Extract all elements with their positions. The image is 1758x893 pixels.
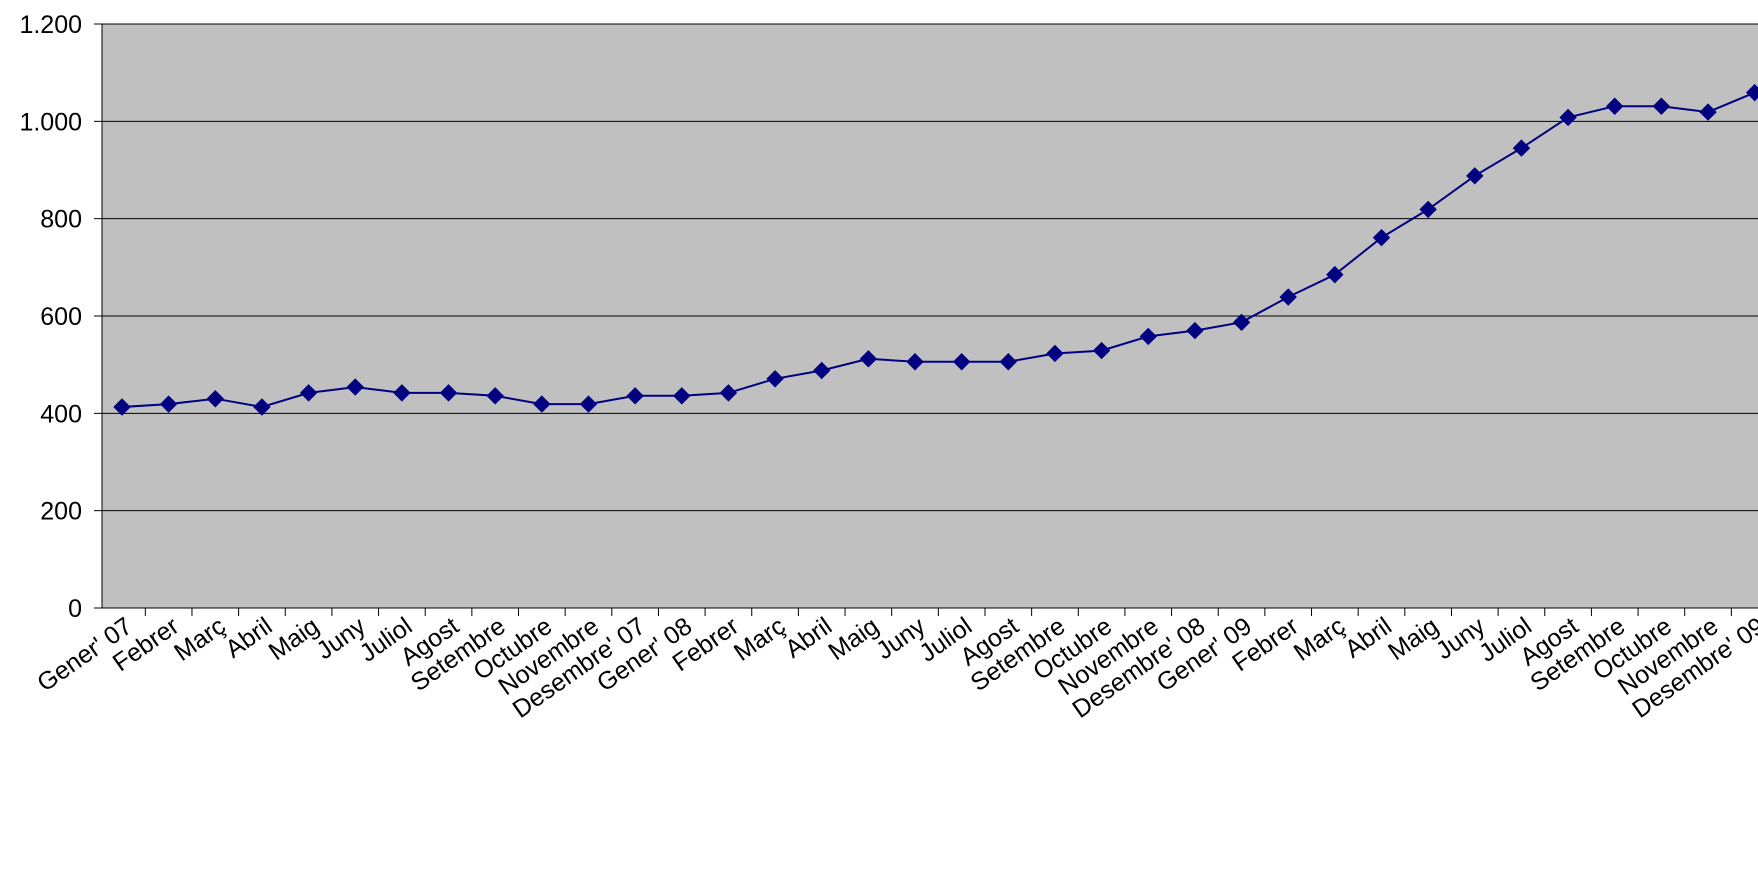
- y-tick-label: 0: [68, 595, 82, 623]
- data-point-marker: [859, 350, 878, 368]
- y-tick-label: 1.200: [19, 11, 82, 39]
- data-point-marker: [113, 398, 131, 416]
- x-axis-tick-labels: Gener' 07FebrerMarçAbrilMaigJunyJuliolAg…: [32, 612, 1758, 724]
- data-point-marker: [1232, 313, 1251, 332]
- data-point-marker: [393, 384, 411, 402]
- data-point-marker: [766, 370, 784, 388]
- data-point-marker: [1419, 200, 1437, 219]
- x-tick-label: Abril: [780, 612, 837, 664]
- data-point-marker: [486, 387, 504, 405]
- data-point-marker: [346, 378, 364, 396]
- data-point-marker: [906, 353, 924, 371]
- data-point-marker: [1186, 321, 1204, 340]
- y-tick-label: 200: [40, 498, 82, 526]
- data-point-marker: [1745, 83, 1758, 102]
- data-point-marker: [439, 384, 458, 402]
- x-tick-label: Abril: [1340, 612, 1397, 664]
- data-point-marker: [1652, 97, 1671, 115]
- data-point-marker: [1372, 228, 1391, 247]
- y-tick-label: 400: [40, 400, 82, 428]
- data-point-marker: [1606, 97, 1624, 115]
- data-point-marker: [533, 395, 551, 413]
- data-point-marker: [1466, 167, 1484, 185]
- series-line: [121, 91, 1756, 409]
- axes: [94, 23, 1758, 616]
- data-point-marker: [719, 384, 738, 402]
- data-point-marker: [579, 395, 598, 413]
- data-point-marker: [813, 361, 831, 380]
- y-tick-label: 800: [40, 206, 82, 234]
- data-point-marker: [673, 387, 691, 405]
- data-point-marker: [1092, 341, 1111, 360]
- x-tick-label: Abril: [220, 612, 277, 664]
- data-point-marker: [626, 387, 644, 405]
- y-tick-label: 1.000: [19, 108, 82, 136]
- data-point-marker: [999, 353, 1018, 371]
- data-point-marker: [253, 398, 271, 416]
- data-point-marker: [1046, 344, 1064, 363]
- data-point-marker: [299, 384, 318, 402]
- data-point-marker: [1279, 288, 1297, 306]
- y-tick-label: 600: [40, 303, 82, 331]
- y-axis-tick-labels: 0 200 400 600 800 1.000 1.200: [19, 11, 82, 623]
- data-point-marker: [1559, 108, 1577, 127]
- series-group: [113, 83, 1758, 416]
- data-point-marker: [1326, 265, 1344, 284]
- data-point-marker: [1139, 327, 1157, 346]
- data-point-marker: [1512, 139, 1531, 157]
- data-point-marker: [159, 395, 178, 413]
- data-point-marker: [952, 353, 971, 371]
- data-point-marker: [206, 390, 225, 408]
- gridlines: [102, 23, 1758, 512]
- data-point-marker: [1699, 103, 1717, 121]
